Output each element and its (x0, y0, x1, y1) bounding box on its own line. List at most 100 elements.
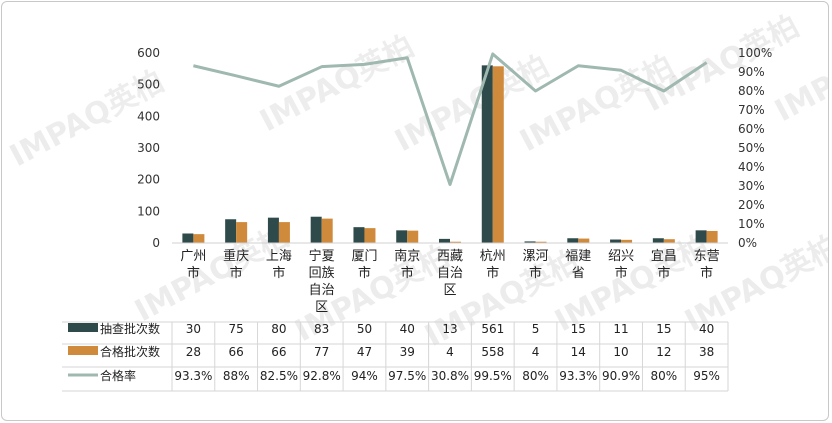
bar-qualified (450, 241, 461, 243)
right-axis-tick-label: 40% (738, 160, 765, 174)
left-axis-tick-label: 500 (137, 78, 160, 92)
legend-label-qualified: 合格批次数 (100, 344, 160, 359)
bar-qualified (236, 222, 248, 243)
table-cell-inspected: 15 (571, 322, 586, 336)
bar-qualified (621, 239, 633, 243)
category-label: 西藏 (437, 249, 463, 264)
left-axis-tick-label: 400 (137, 109, 160, 123)
category-label: 漯河 (523, 249, 549, 264)
right-axis-tick-label: 30% (738, 179, 765, 193)
table-cell-pass-rate: 99.5% (474, 369, 512, 383)
category-label: 市 (657, 265, 670, 281)
table-cell-inspected: 40 (400, 322, 415, 336)
table-cell-inspected: 50 (357, 322, 372, 336)
category-label: 区 (443, 283, 456, 298)
pass-rate-line (193, 52, 708, 186)
bar-qualified (364, 228, 376, 243)
bar-inspected (524, 241, 536, 243)
category-label: 厦门 (351, 249, 377, 264)
category-label: 自治 (437, 266, 463, 281)
table-cell-inspected: 561 (481, 322, 504, 336)
table-cell-qualified: 558 (481, 345, 504, 359)
left-axis-tick-label: 300 (137, 141, 160, 155)
category-label: 重庆 (223, 248, 249, 264)
legend-label-inspected: 抽查批次数 (100, 321, 160, 336)
table-cell-qualified: 10 (613, 345, 628, 359)
category-label: 绍兴 (608, 249, 634, 264)
category-label: 省 (572, 266, 585, 281)
category-label: 区 (315, 300, 328, 315)
table-cell-qualified: 28 (186, 345, 201, 359)
category-label: 宜昌 (651, 249, 677, 264)
left-axis-tick-label: 100 (137, 204, 160, 218)
bar-inspected (267, 217, 279, 243)
table-cell-inspected: 80 (271, 322, 286, 336)
left-axis-tick-label: 0 (152, 236, 160, 250)
bar-qualified (321, 218, 333, 243)
category-label: 南京 (394, 248, 420, 264)
table-cell-inspected: 13 (442, 322, 457, 336)
table-cell-pass-rate: 93.3% (174, 369, 212, 383)
right-axis-tick-label: 50% (738, 141, 765, 155)
category-label: 市 (358, 265, 371, 281)
legend-label-pass-rate: 合格率 (100, 368, 136, 383)
category-label: 广州 (180, 249, 206, 264)
table-cell-qualified: 77 (314, 345, 329, 359)
table-cell-qualified: 12 (656, 345, 671, 359)
category-label: 上海 (266, 249, 292, 264)
table-cell-qualified: 66 (271, 345, 286, 359)
bar-inspected (610, 239, 622, 243)
bar-inspected (695, 230, 707, 243)
bar-inspected (353, 227, 365, 243)
table-cell-pass-rate: 80% (522, 369, 549, 383)
right-axis-tick-label: 80% (738, 84, 765, 98)
right-axis-tick-label: 100% (738, 46, 772, 60)
category-label: 市 (529, 265, 542, 281)
table-cell-pass-rate: 90.9% (602, 369, 640, 383)
bar-qualified (663, 239, 675, 243)
left-axis-tick-label: 200 (137, 173, 160, 187)
category-label: 东营 (694, 249, 720, 264)
category-label: 市 (615, 265, 628, 281)
bar-inspected (481, 65, 493, 243)
bar-inspected (396, 230, 408, 243)
table-cell-pass-rate: 82.5% (260, 369, 298, 383)
legend-key-qualified (68, 346, 98, 355)
right-axis-tick-label: 70% (738, 103, 765, 117)
bar-qualified (278, 222, 290, 243)
bar-qualified (578, 238, 590, 243)
category-label: 市 (401, 265, 414, 281)
table-cell-pass-rate: 30.8% (431, 369, 469, 383)
bar-qualified (407, 230, 419, 243)
category-label: 市 (486, 265, 499, 281)
watermark-text: IMPAQ英柏 (254, 29, 420, 139)
bar-inspected (439, 238, 450, 243)
table-cell-inspected: 11 (613, 322, 628, 336)
category-label: 福建 (565, 249, 591, 264)
bar-inspected (182, 233, 194, 243)
category-label: 回族 (309, 265, 335, 281)
bar-inspected (567, 238, 579, 243)
table-cell-pass-rate: 97.5% (388, 369, 426, 383)
bar-inspected (310, 216, 322, 243)
bar-qualified (492, 66, 504, 243)
table-cell-qualified: 4 (446, 345, 454, 359)
right-axis-tick-label: 0% (738, 236, 757, 250)
right-axis-tick-label: 90% (738, 65, 765, 79)
legend-key-inspected (68, 323, 98, 332)
table-cell-inspected: 40 (699, 322, 714, 336)
right-axis-tick-label: 60% (738, 122, 765, 136)
right-axis-tick-label: 10% (738, 217, 765, 231)
table-cell-qualified: 66 (229, 345, 244, 359)
category-label: 市 (700, 265, 713, 281)
category-label: 市 (187, 265, 200, 281)
table-cell-qualified: 38 (699, 345, 714, 359)
table-cell-qualified: 47 (357, 345, 372, 359)
table-cell-pass-rate: 80% (651, 369, 678, 383)
bar-inspected (652, 238, 664, 243)
category-label: 市 (272, 265, 285, 281)
bar-inspected (225, 219, 237, 243)
table-cell-inspected: 15 (656, 322, 671, 336)
